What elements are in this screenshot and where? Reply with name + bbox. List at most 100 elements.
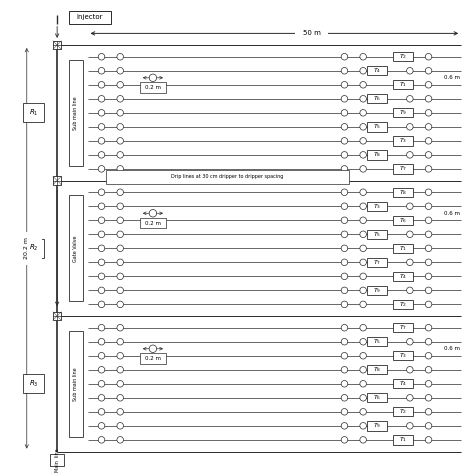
Circle shape [407, 287, 413, 293]
Text: $T_{3}$: $T_{3}$ [373, 202, 381, 211]
Text: $T_{4}$: $T_{4}$ [399, 272, 407, 281]
Circle shape [425, 217, 432, 224]
Circle shape [407, 217, 413, 224]
Circle shape [341, 137, 348, 144]
Circle shape [341, 287, 348, 293]
Text: $T_{9}$: $T_{9}$ [399, 109, 407, 117]
Circle shape [360, 203, 366, 210]
Text: 0.2 m: 0.2 m [145, 85, 161, 90]
Circle shape [360, 325, 366, 331]
Circle shape [360, 82, 366, 88]
Bar [393, 244, 413, 253]
Circle shape [425, 137, 432, 144]
Bar [367, 421, 387, 430]
Circle shape [360, 259, 366, 265]
Text: $T_{5}$: $T_{5}$ [373, 337, 381, 346]
Bar [367, 94, 387, 103]
Circle shape [425, 409, 432, 415]
Circle shape [341, 152, 348, 158]
Circle shape [425, 231, 432, 237]
Circle shape [407, 124, 413, 130]
Bar [438, 72, 468, 83]
Text: $T_{6}$: $T_{6}$ [399, 216, 407, 225]
Circle shape [341, 437, 348, 443]
Circle shape [425, 189, 432, 195]
Circle shape [360, 409, 366, 415]
Circle shape [98, 259, 105, 265]
Bar [23, 239, 44, 258]
Circle shape [425, 124, 432, 130]
Bar [367, 365, 387, 374]
Circle shape [425, 96, 432, 102]
Circle shape [98, 422, 105, 429]
Text: $T_{7}$: $T_{7}$ [399, 323, 407, 332]
Circle shape [407, 437, 413, 443]
Circle shape [98, 82, 105, 88]
Text: $T_{5}$: $T_{5}$ [373, 230, 381, 239]
Circle shape [360, 231, 366, 237]
Circle shape [425, 109, 432, 116]
Circle shape [407, 137, 413, 144]
Circle shape [425, 165, 432, 172]
Text: $T_{1}$: $T_{1}$ [399, 80, 407, 89]
Circle shape [407, 353, 413, 359]
Circle shape [117, 338, 123, 345]
Circle shape [149, 345, 156, 353]
Bar [69, 10, 111, 24]
Text: $T_{2}$: $T_{2}$ [399, 300, 407, 309]
Text: $T_{4}$: $T_{4}$ [399, 379, 407, 388]
Circle shape [407, 273, 413, 280]
Circle shape [117, 165, 123, 172]
Circle shape [117, 366, 123, 373]
Circle shape [117, 124, 123, 130]
Text: 0.2 m: 0.2 m [145, 356, 161, 361]
Circle shape [360, 67, 366, 74]
Bar [393, 323, 413, 332]
Circle shape [407, 54, 413, 60]
Text: injector: injector [77, 14, 103, 20]
Text: 20.2 m: 20.2 m [24, 237, 29, 259]
Text: $T_{8}$: $T_{8}$ [373, 365, 381, 374]
Circle shape [341, 381, 348, 387]
Circle shape [425, 325, 432, 331]
Bar [367, 337, 387, 346]
Bar [12, 232, 42, 264]
Bar [367, 393, 387, 402]
Circle shape [341, 165, 348, 172]
Circle shape [407, 82, 413, 88]
Circle shape [98, 152, 105, 158]
Circle shape [360, 109, 366, 116]
Circle shape [425, 381, 432, 387]
Circle shape [98, 96, 105, 102]
Text: Sub main line: Sub main line [73, 367, 78, 401]
Circle shape [341, 338, 348, 345]
Bar [393, 164, 413, 173]
Circle shape [98, 409, 105, 415]
Bar [367, 286, 387, 295]
Circle shape [117, 409, 123, 415]
Bar [393, 136, 413, 146]
Bar [69, 60, 83, 165]
Circle shape [341, 273, 348, 280]
Circle shape [360, 124, 366, 130]
Circle shape [425, 301, 432, 308]
Circle shape [149, 74, 156, 82]
Text: $R_{2}$: $R_{2}$ [29, 243, 38, 254]
Bar [393, 300, 413, 309]
Bar [140, 82, 166, 93]
Text: $T_{3}$: $T_{3}$ [399, 351, 407, 360]
Text: $T_{6}$: $T_{6}$ [373, 393, 381, 402]
Bar [393, 351, 413, 360]
Circle shape [407, 109, 413, 116]
Bar [53, 41, 61, 49]
Circle shape [425, 152, 432, 158]
Circle shape [407, 152, 413, 158]
Circle shape [425, 245, 432, 252]
Circle shape [341, 353, 348, 359]
Circle shape [117, 54, 123, 60]
Text: $T_{7}$: $T_{7}$ [373, 258, 381, 267]
Circle shape [341, 231, 348, 237]
Circle shape [360, 394, 366, 401]
Circle shape [98, 189, 105, 195]
Text: $T_{8}$: $T_{8}$ [399, 188, 407, 197]
